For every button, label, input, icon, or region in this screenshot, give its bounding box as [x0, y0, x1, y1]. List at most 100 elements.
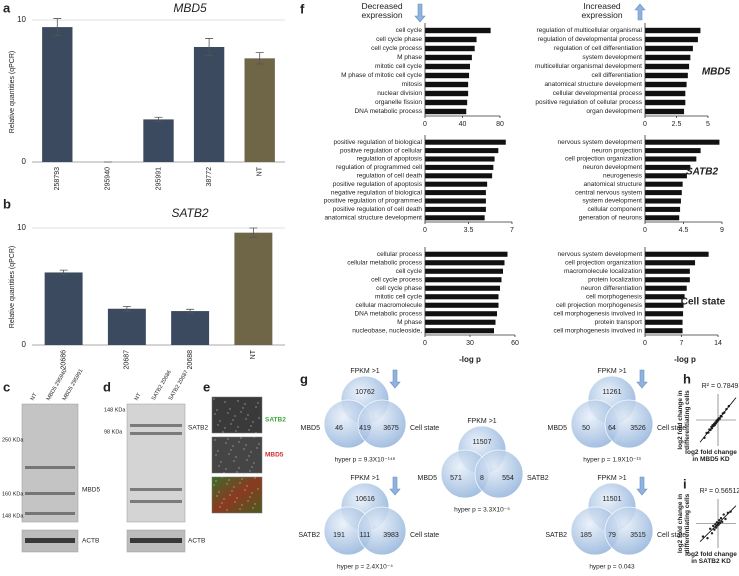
micrograph-speck: [243, 474, 245, 476]
category-label: regulation of apoptosis: [357, 156, 423, 163]
micrograph-speck: [229, 408, 231, 410]
micrograph-speck: [226, 509, 228, 511]
category-label: cellular metabolic process: [347, 259, 423, 266]
x-tick-label: 60: [511, 340, 519, 347]
micrograph-speck: [258, 417, 260, 419]
venn-p-value: hyper p = 9.3X10⁻¹⁴⁶: [335, 457, 396, 464]
bar: [425, 206, 486, 212]
micrograph-speck: [256, 447, 258, 449]
x-tick-label: 80: [496, 121, 504, 128]
micrograph-speck: [221, 502, 223, 504]
bar: [645, 156, 697, 162]
venn-p-value: hyper p = 0.043: [589, 564, 635, 571]
panel-label: d: [103, 379, 111, 394]
micrograph-speck: [232, 419, 234, 421]
bar: [425, 90, 469, 97]
venn-count: 111: [360, 532, 371, 539]
bar: [44, 272, 83, 345]
category-label: regulation of developmental process: [538, 36, 643, 43]
micrograph-speck: [253, 462, 255, 464]
blot-band: [25, 492, 75, 495]
bar: [425, 27, 491, 34]
micrograph-speck: [246, 459, 248, 461]
arrow-icon: [414, 3, 426, 23]
chart-title: MBD5: [173, 1, 207, 15]
micrograph-speck: [216, 495, 218, 497]
category-label: multicellular organismal development: [535, 63, 642, 70]
x-tick-label: 20688: [187, 350, 194, 370]
micrograph-speck: [235, 456, 237, 458]
category-label: cell morphogenesis involved in: [553, 310, 642, 317]
venn-set-label: MBD5: [418, 475, 438, 482]
micrograph-speck: [257, 488, 259, 490]
bar: [425, 81, 469, 88]
category-label: positive regulation of cellular process: [535, 99, 642, 106]
micrograph-speck: [254, 477, 256, 479]
venn-set-label: MBD5: [301, 425, 321, 432]
bar: [645, 251, 709, 257]
y-tick-label: 10: [17, 15, 26, 24]
venn-p-value: hyper p = 3.3X10⁻⁵: [454, 507, 510, 514]
data-point: [710, 532, 714, 535]
micrograph-speck: [230, 449, 232, 451]
x-tick-label: 295940: [105, 167, 112, 190]
panel-label: e: [203, 379, 210, 394]
data-point: [722, 513, 725, 516]
panel-label: g: [300, 371, 308, 386]
bar: [645, 268, 690, 274]
category-label: cell projection organization: [565, 156, 642, 163]
bar: [645, 294, 685, 300]
micrograph-speck: [227, 438, 229, 440]
x-axis-label: log2 fold change in SATB2 KD: [685, 551, 737, 566]
micrograph-speck: [243, 448, 245, 450]
venn-count: 3526: [630, 425, 646, 432]
category-label: positive regulation of cell death: [333, 206, 423, 213]
micrograph-speck: [221, 476, 223, 478]
marker-label: 148 KDa: [104, 407, 126, 413]
annotation: Decreased expression: [361, 2, 403, 21]
category-label: cellular process: [377, 251, 423, 258]
category-label: organelle fission: [375, 99, 422, 106]
trend-line: [699, 397, 737, 443]
panel-label: b: [3, 196, 11, 211]
bar: [171, 311, 210, 345]
annotation: R² = 0.7849: [702, 383, 739, 390]
bar: [425, 99, 468, 106]
band-label: MBD5: [82, 487, 100, 494]
venn-count: 185: [580, 532, 592, 539]
venn-set-label: Cell state: [410, 425, 439, 432]
micrograph-speck: [245, 418, 247, 420]
micrograph-speck: [230, 423, 232, 425]
micrograph-speck: [240, 411, 242, 413]
category-label: neuron differentiation: [581, 285, 642, 292]
marker-label: 250 KDa: [2, 437, 24, 443]
bar: [645, 164, 691, 170]
micrograph-speck: [228, 479, 230, 481]
bar: [425, 285, 500, 291]
category-label: central nervous system: [575, 189, 642, 196]
category-label: cell projection morphogenesis: [556, 302, 643, 309]
data-point: [712, 524, 715, 528]
bar: [425, 45, 475, 52]
category-label: cell differentiation: [592, 72, 643, 79]
bar: [425, 251, 508, 257]
x-axis-label: log2 fold change in MBD5 KD: [685, 449, 737, 464]
annotation: Increased expression: [581, 2, 623, 21]
blot-band: [130, 538, 182, 543]
venn-circle: [357, 399, 407, 449]
x-axis-label: -log p: [459, 355, 481, 364]
micrograph-speck: [238, 467, 240, 469]
x-tick-label: 258793: [54, 167, 61, 190]
bar: [425, 294, 499, 300]
x-tick-label: NT: [250, 349, 257, 359]
category-label: negative regulation of biological: [331, 189, 423, 196]
venn-set-label: FPKM >1: [467, 418, 496, 425]
bar: [645, 36, 698, 43]
bar: [645, 285, 687, 291]
micrograph-speck: [236, 497, 238, 499]
venn-count: 3515: [630, 532, 646, 539]
venn-count: 191: [333, 532, 345, 539]
bar: [645, 190, 682, 196]
blot-band: [130, 424, 182, 427]
